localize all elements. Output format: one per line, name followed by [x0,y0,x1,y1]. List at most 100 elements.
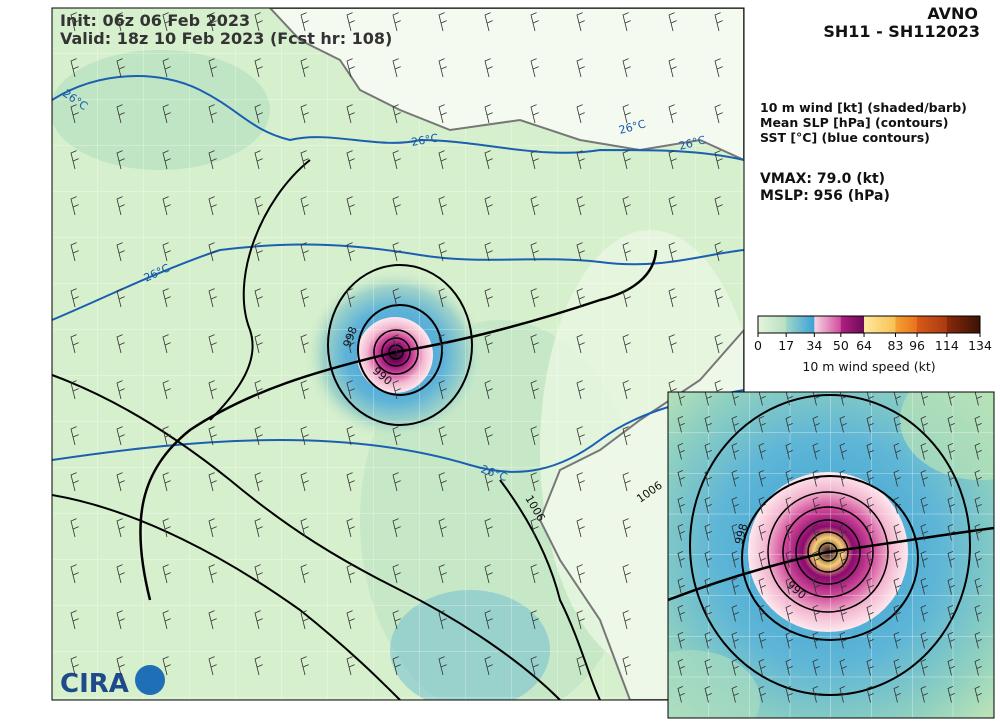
wind-barb [300,12,309,32]
wind-barb [346,150,355,170]
wind-barb [622,242,631,262]
colorbar-tick-label: 64 [856,338,872,353]
wind-barb [392,380,401,400]
vmax: VMAX: 79.0 (kt) [760,171,885,187]
logo-icon [135,665,165,695]
wind-barb [208,656,217,676]
wind-barb [704,551,712,568]
wind-barb [392,610,401,630]
wind-barb [704,524,712,541]
colorbar-tick-label: 134 [968,338,992,353]
wind-barb [576,242,585,262]
wind-barb [484,150,493,170]
wind-barb [346,610,355,630]
wind-barb [392,518,401,538]
wind-barb [300,518,309,538]
wind-barb [839,443,847,460]
logo-text: CIRA [60,669,129,699]
wind-barb [208,288,217,308]
wind-barb [785,497,793,514]
wind-barb [893,416,901,433]
wind-barb [392,104,401,124]
wind-barb [758,392,766,406]
wind-barb [116,610,125,630]
wind-barb [893,605,901,622]
wind-barb [974,551,982,568]
wind-barb [208,472,217,492]
wind-barb [116,472,125,492]
wind-barb [530,334,539,354]
wind-barb [622,288,631,308]
wind-barb [714,12,723,32]
wind-barb [208,104,217,124]
contour-label: 998 [732,522,750,546]
wind-barb [677,470,685,487]
storm-id: SH11 - SH112023 [823,22,980,41]
wind-barb [208,242,217,262]
wind-barb [300,564,309,584]
wind-barb [622,518,631,538]
colorbar-tick-label: 17 [778,338,794,353]
wind-barb [920,392,928,406]
wind-barb [254,380,263,400]
wind-barb [162,58,171,78]
wind-barb [530,564,539,584]
colorbar-label: 10 m wind speed (kt) [802,359,935,374]
wind-barb [622,196,631,216]
wind-barb [162,150,171,170]
wind-barb [484,610,493,630]
wind-barb [300,104,309,124]
wind-barb [920,524,928,541]
wind-barb [438,150,447,170]
wind-barb [116,12,125,32]
wind-barb [622,472,631,492]
wind-barb [438,518,447,538]
wind-barb [530,610,539,630]
wind-barb [812,578,820,595]
wind-barb [530,426,539,446]
wind-barb [576,472,585,492]
wind-barb [974,686,982,703]
wind-barb [116,380,125,400]
wind-barb [839,470,847,487]
wind-barb [392,426,401,446]
wind-barb [208,334,217,354]
wind-barb [866,659,874,676]
wind-barb [346,104,355,124]
wind-barb [947,443,955,460]
wind-barb [484,564,493,584]
wind-barb [947,632,955,649]
wind-barb [300,242,309,262]
wind-barb [677,686,685,703]
wind-barb [392,196,401,216]
wind-barb [947,497,955,514]
wind-barb [254,472,263,492]
wind-barb [484,12,493,32]
wind-barb [484,104,493,124]
wind-barb [484,58,493,78]
wind-barb [920,416,928,433]
wind-barb [839,632,847,649]
wind-barb [300,58,309,78]
colorbar-segment [840,316,865,333]
wind-barb [530,58,539,78]
wind-barb [70,150,79,170]
wind-barb [576,518,585,538]
wind-barb [714,334,723,354]
wind-barb [576,150,585,170]
wind-barb [392,656,401,676]
colorbar-segment [786,316,815,333]
wind-barb [839,497,847,514]
wind-barb [714,58,723,78]
wind-barb [839,524,847,541]
wind-barb [438,564,447,584]
wind-barb [677,578,685,595]
wind-barb [812,416,820,433]
wind-barb [974,605,982,622]
wind-barb [866,524,874,541]
wind-barb [731,659,739,676]
wind-barb [162,518,171,538]
wind-barb [530,12,539,32]
wind-barb [731,686,739,703]
